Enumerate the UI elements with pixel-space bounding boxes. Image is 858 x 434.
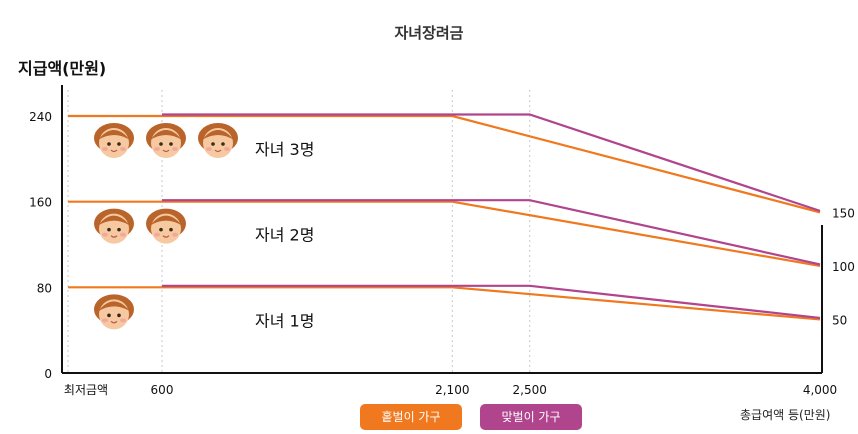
x-axis-label: 총급여액 등(만원) <box>740 408 831 422</box>
child-face-icon <box>146 123 186 158</box>
x-tick-label-4: 4,000 <box>803 383 837 397</box>
legend-dual-earner[interactable]: 맞벌이 가구 <box>480 404 582 430</box>
child-face-icon <box>146 208 186 244</box>
series-line-single-kids-1 <box>68 286 821 321</box>
child-face-icon <box>198 123 238 158</box>
series-line-dual-kids-2 <box>162 199 821 266</box>
right-tick-label-50: 50 <box>832 313 847 327</box>
child-face-icon <box>94 208 134 244</box>
series-line-dual-kids-1 <box>162 284 821 320</box>
child-face-icon <box>94 294 134 330</box>
x-tick-label-2: 2,100 <box>435 383 469 397</box>
right-tick-label-150: 150 <box>832 206 855 220</box>
y-axis-label: 지급액(만원) <box>18 59 107 78</box>
y-tick-label-80: 80 <box>37 281 52 295</box>
group-label-kids-1: 자녀 1명 <box>255 311 314 330</box>
y-tick-label-160: 160 <box>29 196 52 210</box>
series-line-dual-kids-3 <box>162 113 821 212</box>
legend-single-earner[interactable]: 홑벌이 가구 <box>360 404 462 430</box>
chart-title: 자녀장려금 <box>394 24 464 42</box>
group-label-kids-3: 자녀 3명 <box>255 140 314 159</box>
series-line-single-kids-2 <box>68 200 821 268</box>
right-tick-label-100: 100 <box>832 260 855 274</box>
child-face-icon <box>94 123 134 158</box>
y-tick-label-0: 0 <box>44 367 52 381</box>
x-tick-label-3: 2,500 <box>513 383 547 397</box>
series-line-single-kids-3 <box>68 114 821 214</box>
x-tick-label-0: 최저금액 <box>64 383 108 397</box>
y-tick-label-240: 240 <box>29 110 52 124</box>
x-tick-label-1: 600 <box>151 383 174 397</box>
group-label-kids-2: 자녀 2명 <box>255 226 314 245</box>
